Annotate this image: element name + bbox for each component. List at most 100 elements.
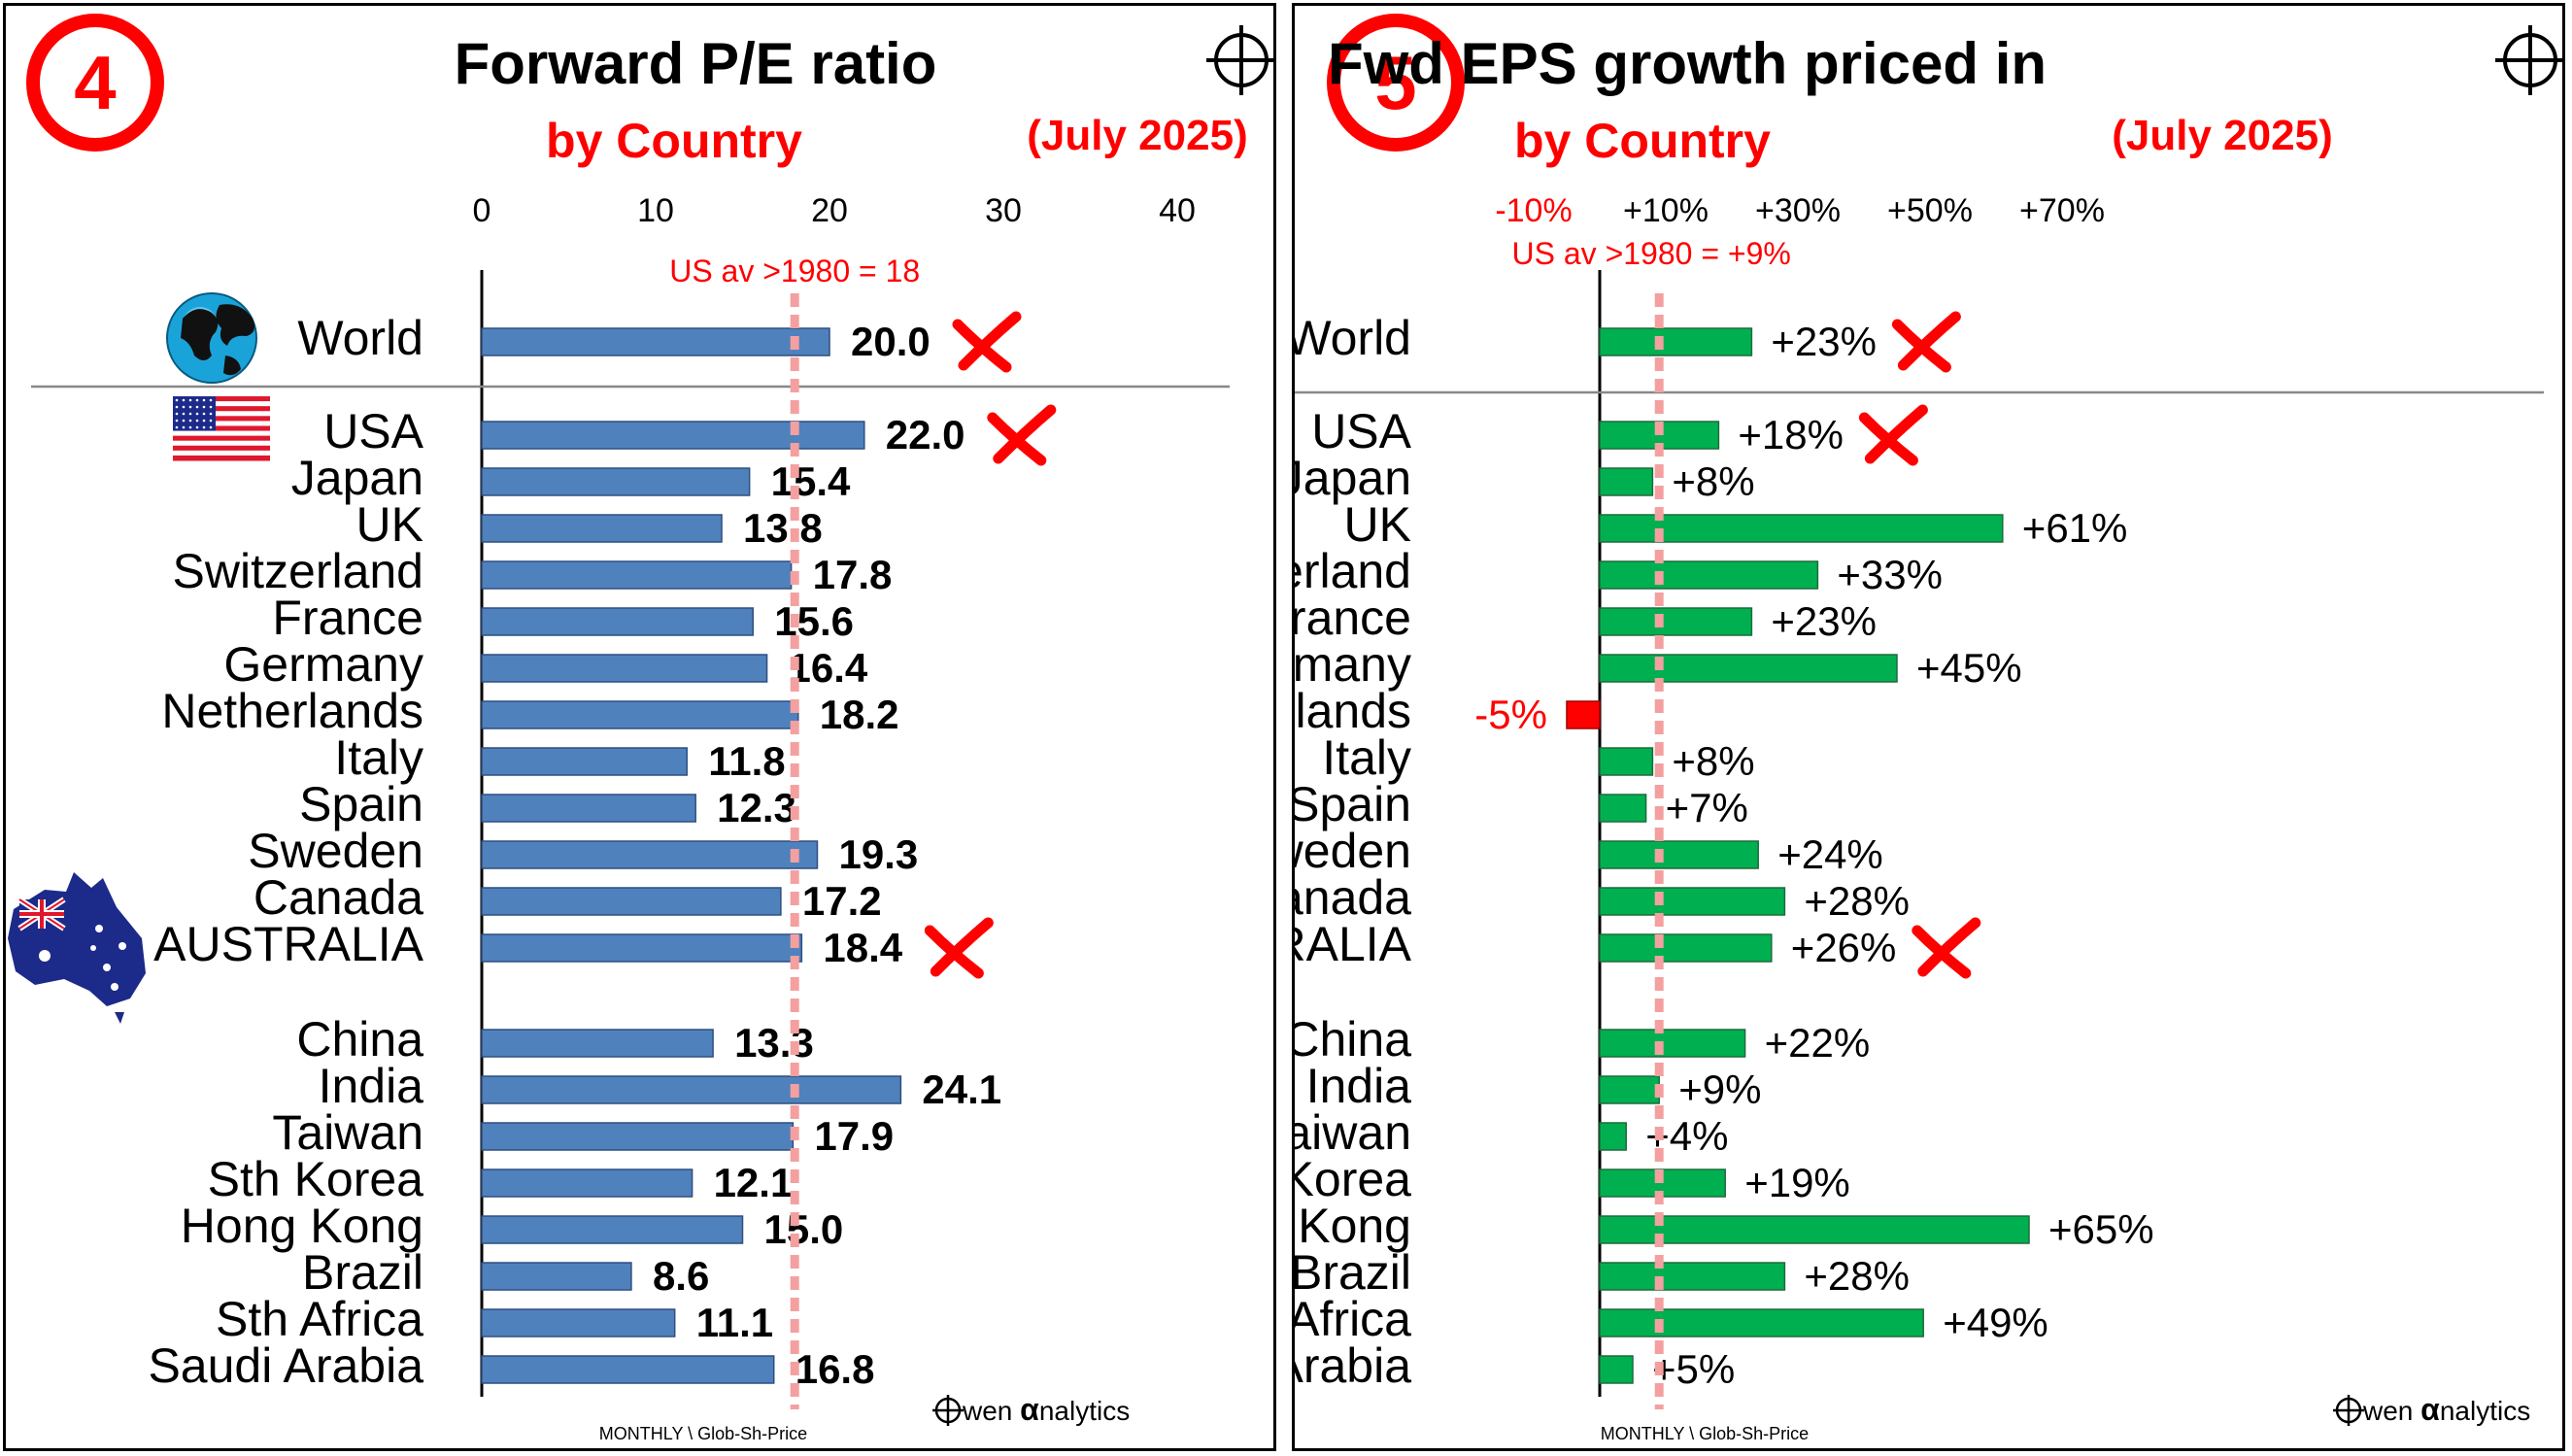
category-label: Hong Kong xyxy=(181,1199,423,1253)
bar-canada xyxy=(1599,887,1786,916)
bar-netherlands xyxy=(1566,700,1601,729)
x-tick-label: 0 xyxy=(473,192,491,229)
category-label: Sweden xyxy=(1295,824,1411,878)
category-label: France xyxy=(1295,591,1411,645)
bar-italy xyxy=(1599,747,1654,776)
data-label: +5% xyxy=(1652,1346,1735,1392)
bar-india xyxy=(481,1075,902,1104)
data-label: +8% xyxy=(1672,738,1754,784)
bar-australia xyxy=(481,933,803,963)
x-tick-label: 20 xyxy=(811,192,848,229)
x-tick-label: 40 xyxy=(1159,192,1196,229)
data-label: 11.8 xyxy=(708,738,785,784)
data-label: 17.8 xyxy=(813,552,893,597)
bar-spain xyxy=(481,794,696,823)
bar-india xyxy=(1599,1075,1660,1104)
bar-japan xyxy=(481,467,751,496)
bar-world xyxy=(1599,327,1753,356)
category-label: Germany xyxy=(223,637,423,692)
brand-name: wen αnalytics xyxy=(962,1392,1130,1427)
bar-italy xyxy=(481,747,688,776)
bar-china xyxy=(1599,1029,1746,1058)
category-label: AUSTRALIA xyxy=(1295,917,1412,971)
data-label: +33% xyxy=(1837,552,1943,597)
bar-australia xyxy=(1599,933,1773,963)
data-label: 12.1 xyxy=(714,1160,794,1205)
category-label: UK xyxy=(356,497,423,552)
category-label: Italy xyxy=(1322,730,1411,785)
data-label: +45% xyxy=(1916,645,2022,691)
category-label: Netherlands xyxy=(1295,684,1411,738)
bar-sweden xyxy=(1599,840,1759,869)
bar-hong-kong xyxy=(1599,1215,2030,1244)
data-label: +23% xyxy=(1771,598,1877,644)
data-label: 18.4 xyxy=(823,925,902,970)
data-label: 24.1 xyxy=(922,1067,1001,1112)
data-label: +9% xyxy=(1678,1067,1761,1112)
crosshair-icon xyxy=(1206,25,1273,95)
x-tick-label: 30 xyxy=(985,192,1022,229)
bar-uk xyxy=(481,514,723,543)
bar-canada xyxy=(481,887,782,916)
data-label: 11.1 xyxy=(696,1300,773,1345)
bar-france xyxy=(1599,607,1753,636)
category-label: Hong Kong xyxy=(1295,1199,1411,1253)
bar-sth-korea xyxy=(481,1168,694,1198)
category-label: Japan xyxy=(1295,451,1411,505)
pe-ratio-chart: 4 Forward P/E ratio by Country (July 2025) 0… xyxy=(8,14,1273,1443)
panel-number-circle xyxy=(1327,14,1465,152)
category-label: Switzerland xyxy=(173,544,423,598)
data-label: +49% xyxy=(1943,1300,2048,1345)
category-label: USA xyxy=(323,404,423,458)
category-label: Sth Korea xyxy=(208,1152,424,1206)
category-label: Taiwan xyxy=(272,1105,423,1160)
data-label: 13.8 xyxy=(743,505,823,551)
bar-switzerland xyxy=(481,560,793,590)
bar-saudi-arabia xyxy=(481,1355,775,1384)
chart-date: (July 2025) xyxy=(1027,112,1247,159)
footer-source: MONTHLY \ Glob-Sh-Price xyxy=(599,1424,807,1443)
data-label: 15.4 xyxy=(771,458,851,504)
x-tick-label: +10% xyxy=(1623,192,1709,229)
bar-japan xyxy=(1599,467,1654,496)
category-label: UK xyxy=(1344,497,1411,552)
chart-title: Fwd EPS growth priced in xyxy=(1328,31,2047,96)
category-label: India xyxy=(1306,1059,1412,1113)
x-tick-label: 10 xyxy=(637,192,674,229)
us-flag-icon xyxy=(173,396,270,461)
data-label: +26% xyxy=(1791,925,1897,970)
panel-number: 4 xyxy=(74,40,116,125)
red-cross-icon xyxy=(952,311,1022,373)
chart-subtitle: by Country xyxy=(1514,114,1771,168)
chart-date: (July 2025) xyxy=(2112,112,2332,159)
data-label: +7% xyxy=(1666,785,1748,830)
category-label: Spain xyxy=(1295,777,1411,831)
data-label: 18.2 xyxy=(820,692,899,737)
red-cross-icon xyxy=(987,404,1057,466)
data-label: +19% xyxy=(1744,1160,1850,1205)
category-label: Germany xyxy=(1295,637,1411,692)
data-label: 20.0 xyxy=(851,319,931,364)
data-label: +18% xyxy=(1738,412,1844,457)
data-label: +22% xyxy=(1765,1020,1871,1066)
category-label: Sth Africa xyxy=(216,1292,423,1346)
category-label: Saudi Arabia xyxy=(148,1338,423,1393)
category-label: India xyxy=(319,1059,424,1113)
bar-china xyxy=(481,1029,714,1058)
bar-saudi-arabia xyxy=(1599,1355,1634,1384)
bar-brazil xyxy=(1599,1262,1786,1291)
bar-spain xyxy=(1599,794,1647,823)
data-label: -5% xyxy=(1474,692,1547,737)
category-label: USA xyxy=(1311,404,1411,458)
bar-switzerland xyxy=(1599,560,1819,590)
data-label: 8.6 xyxy=(653,1253,709,1299)
category-label: Japan xyxy=(291,451,423,505)
data-label: 15.0 xyxy=(764,1206,844,1252)
red-cross-icon xyxy=(1858,404,1928,466)
bar-france xyxy=(481,607,754,636)
category-label: AUSTRALIA xyxy=(153,917,424,971)
pe-ratio-panel: 4 Forward P/E ratio by Country (July 2025) 0… xyxy=(3,3,1276,1451)
bar-germany xyxy=(1599,654,1898,683)
australia-map-icon xyxy=(8,872,146,1024)
category-label: Brazil xyxy=(1295,1245,1411,1300)
